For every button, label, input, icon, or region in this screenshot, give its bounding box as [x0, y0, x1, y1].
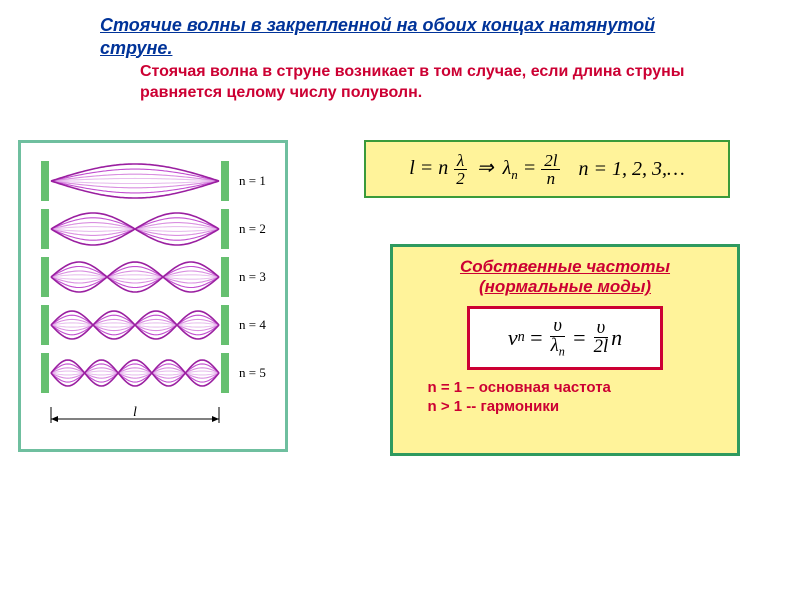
- eigen-formula: νn = υλn = υ2l n: [467, 306, 663, 370]
- wave-svg: n = 1 n = 2 n = 3 n = 4 n = 5 l: [27, 149, 281, 439]
- formula-n-values: n = 1, 2, 3,…: [578, 158, 684, 181]
- page-title: Стоячие волны в закрепленной на обоих ко…: [100, 14, 720, 59]
- svg-text:n = 3: n = 3: [239, 269, 266, 284]
- svg-text:l: l: [133, 405, 137, 420]
- svg-text:n = 5: n = 5: [239, 365, 266, 380]
- eigenfrequency-box: Собственные частоты (нормальные моды) νn…: [390, 244, 740, 456]
- wavelength-formula-box: l = n λ2 ⇒ λn = 2ln n = 1, 2, 3,…: [364, 140, 730, 198]
- svg-text:n = 4: n = 4: [239, 317, 266, 332]
- formula-lambda: l = n λ2 ⇒ λn = 2ln: [409, 152, 560, 187]
- eigen-title: Собственные частоты (нормальные моды): [405, 257, 725, 298]
- eigen-note: n = 1 – основная частота n > 1 -- гармон…: [405, 378, 725, 417]
- svg-text:n = 1: n = 1: [239, 173, 266, 188]
- svg-text:n = 2: n = 2: [239, 221, 266, 236]
- standing-wave-diagram: n = 1 n = 2 n = 3 n = 4 n = 5 l: [18, 140, 288, 452]
- page-subtitle: Стоячая волна в струне возникает в том с…: [140, 62, 700, 104]
